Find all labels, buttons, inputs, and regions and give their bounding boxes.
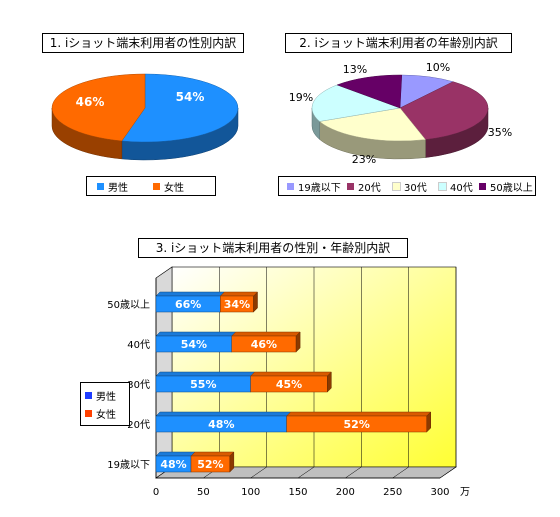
pie1-legend: 男性 女性: [86, 176, 216, 196]
x-unit-label: 万: [460, 487, 470, 498]
bar-2-1-end: [327, 371, 332, 393]
legend-label-age-40s: 40代: [450, 182, 473, 194]
x-tick-label-5: 250: [383, 487, 402, 498]
bar-label-1-1: 46%: [251, 338, 277, 351]
bar-2-0-top: [155, 371, 256, 377]
floor-gridline-2: [250, 466, 267, 479]
slice-3-top: [311, 84, 401, 122]
bar-2-1-top: [250, 371, 332, 377]
legend-swatch-female: [153, 182, 160, 190]
y-tick-label-0: 50歳以上: [107, 299, 150, 311]
pie-label-2: 23%: [352, 153, 376, 166]
bar-0-1-end: [253, 291, 258, 313]
legend-item-male: 男性: [97, 177, 128, 195]
bar-4-1-top: [190, 451, 235, 457]
pie-label-1: 35%: [488, 126, 512, 139]
legend-swatch-age-20s: [347, 182, 354, 190]
legend-label-age-over50: 50歳以上: [490, 182, 533, 194]
bar-3-0-top: [155, 411, 292, 417]
legend-swatch-bar-male: [85, 392, 92, 399]
legend-item-age-40s: 40代: [438, 177, 473, 195]
slice-0-top: [121, 73, 239, 143]
bar-label-0-0: 66%: [175, 298, 201, 311]
x-tick-label-1: 50: [197, 487, 210, 498]
bar-label-4-1: 52%: [197, 458, 223, 471]
bar-label-2-1: 45%: [276, 378, 302, 391]
bar-3-1-top: [286, 411, 432, 417]
legend-swatch-age-over50: [479, 182, 486, 190]
x-tick-label-0: 0: [153, 487, 159, 498]
x-tick-label-6: 300: [430, 487, 449, 498]
bar-1-1-top: [231, 331, 301, 337]
floor-gridline-3: [297, 466, 315, 479]
bar-label-2-0: 55%: [190, 378, 216, 391]
bar-1-0-top: [155, 331, 237, 337]
bar-0-1-top: [219, 291, 259, 297]
legend-swatch-age-30s: [392, 181, 401, 191]
bar-label-4-0: 48%: [160, 458, 186, 471]
x-tick-label-3: 150: [288, 487, 307, 498]
slice-1-top: [51, 73, 146, 142]
y-tick-label-2: 30代: [127, 379, 150, 391]
bar-4-0-top: [155, 451, 196, 457]
bar-1-1-end: [295, 331, 301, 353]
slice-1-top: [399, 81, 489, 140]
pie-label-0: 54%: [176, 90, 205, 104]
legend-item-age-20s: 20代: [347, 177, 381, 195]
legend-swatch-age-40s: [438, 181, 447, 191]
pie-label-1: 46%: [76, 95, 105, 109]
legend-item-female: 女性: [153, 177, 184, 195]
x-tick-label-2: 100: [241, 487, 260, 498]
floor-gridline-6: [439, 466, 457, 479]
floor-gridline-5: [392, 466, 409, 479]
legend-label-age-under19: 19歳以下: [298, 182, 341, 194]
pie2-legend: 19歳以下 20代 30代 40代 50歳以上: [278, 176, 536, 196]
legend-item-bar-female: 女性: [85, 406, 116, 421]
bar-4-1-end: [229, 451, 235, 473]
legend-label-bar-female: 女性: [96, 410, 116, 421]
legend-item-age-30s: 30代: [392, 177, 427, 195]
legend-swatch-age-under19: [287, 182, 294, 190]
legend-label-age-30s: 30代: [404, 182, 427, 194]
floor-gridline-4: [345, 466, 362, 479]
y-tick-label-1: 40代: [127, 339, 150, 351]
legend-label-male: 男性: [108, 182, 128, 194]
bar-label-3-1: 52%: [344, 418, 370, 431]
legend-label-age-20s: 20代: [358, 182, 381, 194]
legend-item-age-under19: 19歳以下: [287, 177, 341, 195]
bar-title: 3. iショット端末利用者の性別・年齢別内訳: [138, 238, 408, 258]
bar-label-0-1: 34%: [224, 298, 250, 311]
x-tick-label-4: 200: [336, 487, 355, 498]
legend-label-bar-male: 男性: [96, 392, 116, 403]
bar-3-1-end: [426, 411, 431, 433]
bar-label-3-0: 48%: [208, 418, 234, 431]
pie-label-3: 19%: [289, 91, 313, 104]
pie-label-4: 13%: [343, 63, 367, 76]
pie2-title: 2. iショット端末利用者の年齢別内訳: [285, 33, 512, 53]
y-tick-label-3: 20代: [127, 419, 150, 431]
legend-item-bar-male: 男性: [85, 388, 116, 403]
y-tick-label-4: 19歳以下: [107, 459, 150, 471]
pie1-title: 1. iショット端末利用者の性別内訳: [42, 33, 244, 53]
bar-0-0-top: [155, 291, 225, 297]
pie-label-0: 10%: [426, 61, 450, 74]
legend-swatch-bar-female: [85, 410, 92, 417]
slice-4-top: [336, 74, 403, 109]
bar-legend: 男性 女性: [80, 382, 130, 426]
legend-label-female: 女性: [164, 182, 184, 194]
slice-2-top: [319, 107, 426, 142]
legend-item-age-over50: 50歳以上: [479, 177, 533, 195]
legend-swatch-male: [97, 182, 104, 190]
bar-label-1-0: 54%: [181, 338, 207, 351]
